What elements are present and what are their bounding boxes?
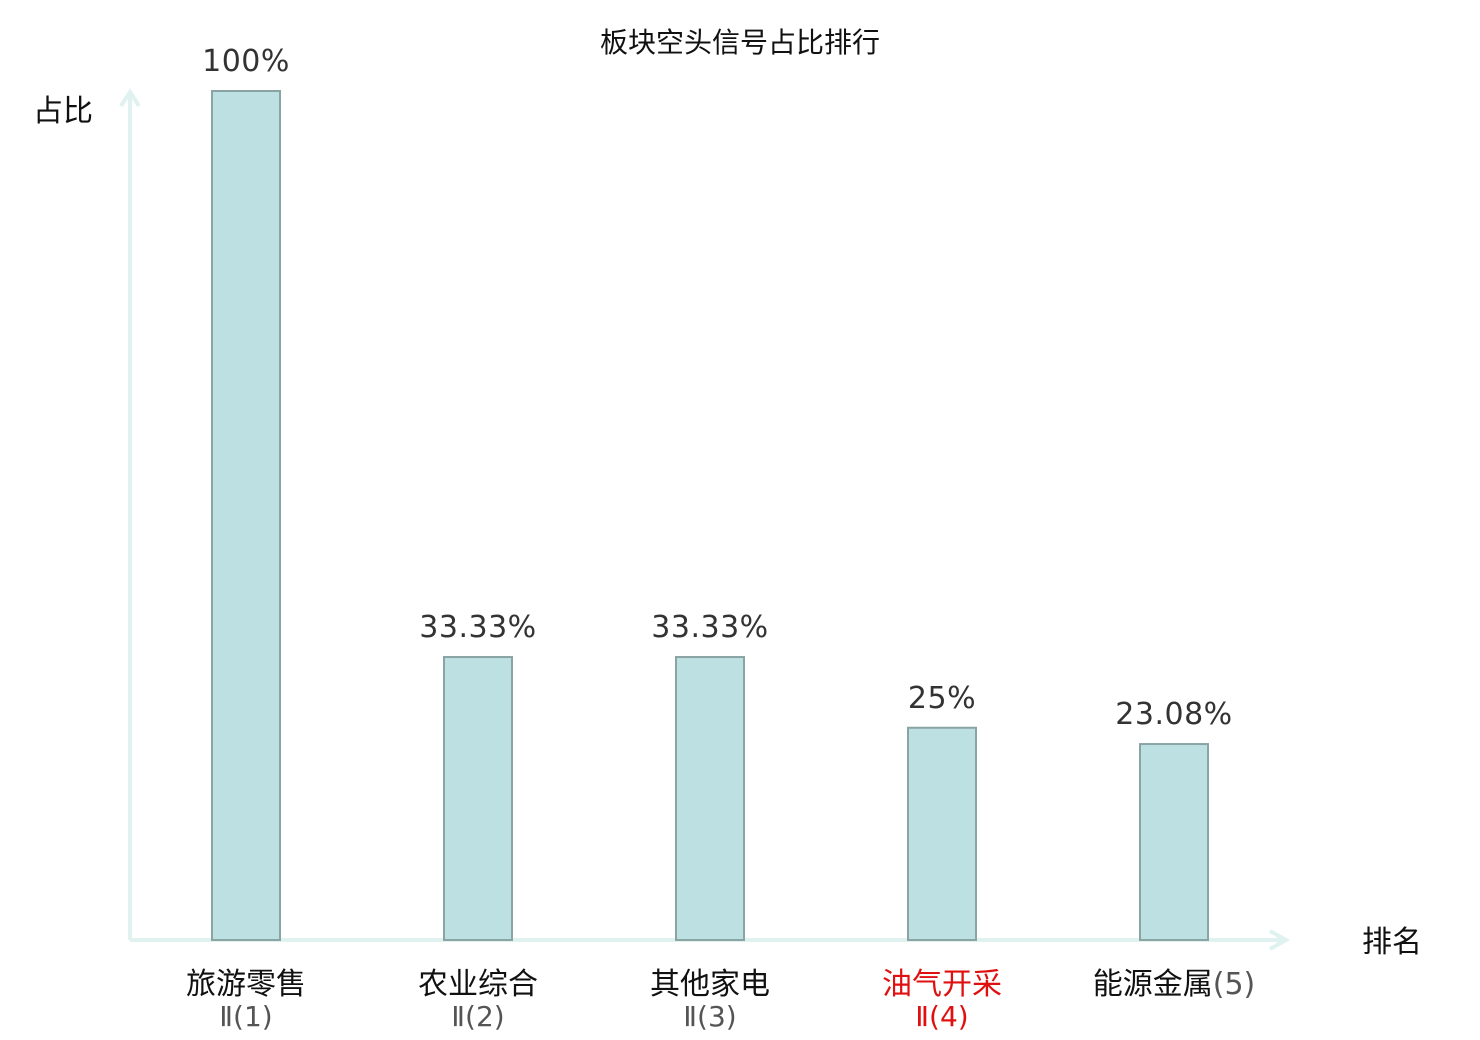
bar-value-label: 100%	[202, 44, 290, 79]
value-labels: 100% 33.33% 33.33% 25% 23.08%	[202, 44, 1232, 732]
bar	[1139, 743, 1209, 941]
bar-series	[211, 90, 1209, 942]
category-rank: (5)	[1213, 967, 1256, 1002]
bar-value-label: 33.33%	[419, 610, 536, 645]
category-rank: Ⅱ(3)	[683, 1000, 736, 1033]
category-rank: Ⅱ(2)	[451, 1000, 504, 1033]
category-label: 能源金属(5)	[1093, 967, 1256, 1002]
bar	[907, 726, 977, 941]
category-name: 旅游零售	[186, 967, 306, 1002]
x-axis-label: 排名	[1362, 925, 1422, 960]
category-rank: Ⅱ(1)	[219, 1000, 272, 1033]
category-name: 能源金属	[1093, 967, 1213, 1002]
chart-title: 板块空头信号占比排行	[600, 26, 880, 59]
category-name: 其他家电	[650, 967, 770, 1002]
bar	[443, 656, 513, 942]
y-axis	[119, 88, 141, 940]
bar-value-label: 33.33%	[651, 610, 768, 645]
bar-value-label: 23.08%	[1115, 697, 1232, 732]
category-rank: Ⅱ(4)	[915, 1000, 968, 1033]
category-name: 农业综合	[418, 967, 538, 1002]
y-axis-label: 占比	[33, 94, 93, 129]
category-name: 油气开采	[882, 967, 1002, 1002]
bar	[675, 656, 745, 942]
bar	[211, 90, 281, 941]
bar-value-label: 25%	[908, 681, 976, 716]
